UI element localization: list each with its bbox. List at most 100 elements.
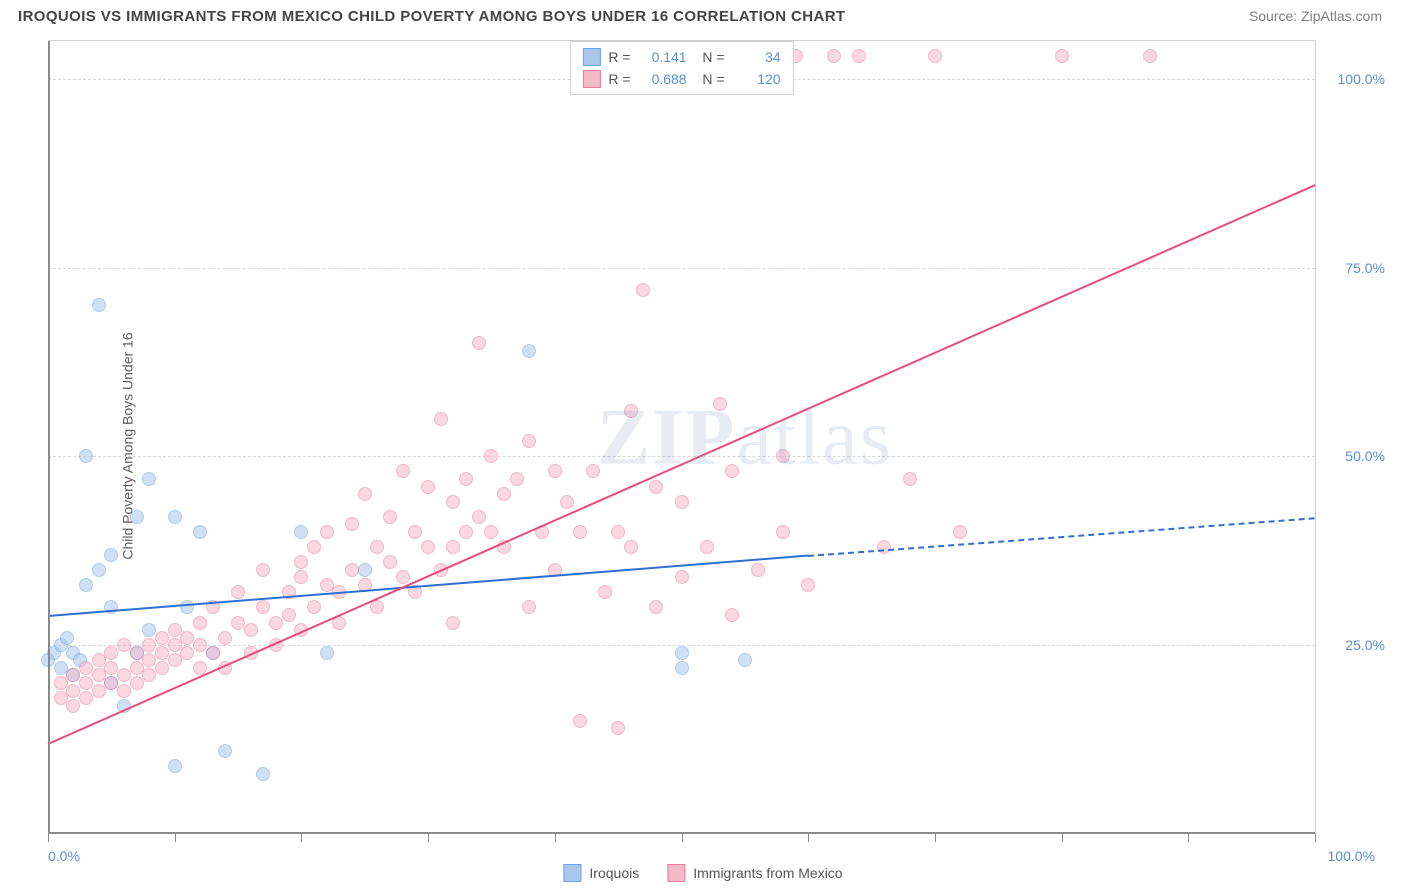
legend-label: Iroquois: [589, 865, 639, 881]
scatter-point: [66, 699, 80, 713]
scatter-point: [446, 616, 460, 630]
legend-swatch: [582, 48, 600, 66]
scatter-point: [472, 510, 486, 524]
scatter-point: [675, 570, 689, 584]
scatter-point: [79, 449, 93, 463]
scatter-point: [92, 684, 106, 698]
scatter-point: [358, 563, 372, 577]
legend-item: Immigrants from Mexico: [667, 864, 842, 882]
scatter-point: [370, 540, 384, 554]
scatter-point: [307, 600, 321, 614]
scatter-point: [522, 344, 536, 358]
scatter-point: [282, 608, 296, 622]
scatter-point: [928, 49, 942, 63]
scatter-point: [345, 517, 359, 531]
scatter-point: [725, 608, 739, 622]
scatter-point: [446, 495, 460, 509]
y-axis-line: [48, 41, 50, 834]
scatter-point: [611, 525, 625, 539]
scatter-point: [155, 661, 169, 675]
stat-n-value: 34: [733, 46, 781, 68]
scatter-point: [497, 487, 511, 501]
x-tick: [1315, 834, 1316, 842]
scatter-point: [117, 684, 131, 698]
scatter-point: [675, 661, 689, 675]
scatter-point: [459, 525, 473, 539]
scatter-point: [320, 525, 334, 539]
scatter-point: [434, 412, 448, 426]
chart-title: IROQUOIS VS IMMIGRANTS FROM MEXICO CHILD…: [18, 8, 846, 25]
scatter-point: [852, 49, 866, 63]
stat-n-value: 120: [733, 68, 781, 90]
legend-swatch: [582, 70, 600, 88]
scatter-point: [383, 555, 397, 569]
scatter-point: [459, 472, 473, 486]
scatter-point: [953, 525, 967, 539]
y-tick-label: 75.0%: [1345, 260, 1385, 276]
scatter-point: [560, 495, 574, 509]
scatter-point: [358, 487, 372, 501]
scatter-point: [827, 49, 841, 63]
scatter-point: [548, 464, 562, 478]
scatter-point: [408, 525, 422, 539]
scatter-point: [193, 616, 207, 630]
scatter-point: [320, 646, 334, 660]
scatter-point: [611, 721, 625, 735]
correlation-legend: R =0.141 N =34R =0.688 N =120: [569, 41, 793, 95]
scatter-point: [294, 570, 308, 584]
scatter-point: [636, 283, 650, 297]
x-tick-label: 0.0%: [48, 848, 80, 864]
scatter-point: [92, 563, 106, 577]
source-label: Source: ZipAtlas.com: [1249, 8, 1382, 24]
legend-row: R =0.141 N =34: [582, 46, 780, 68]
scatter-point: [294, 525, 308, 539]
scatter-point: [624, 540, 638, 554]
scatter-point: [649, 600, 663, 614]
scatter-point: [776, 525, 790, 539]
scatter-point: [675, 646, 689, 660]
x-tick: [428, 834, 429, 842]
x-axis-line: [48, 832, 1315, 834]
scatter-point: [130, 510, 144, 524]
scatter-point: [586, 464, 600, 478]
scatter-point: [877, 540, 891, 554]
scatter-point: [370, 600, 384, 614]
stat-r-value: 0.141: [639, 46, 687, 68]
scatter-point: [421, 480, 435, 494]
scatter-point: [60, 631, 74, 645]
scatter-point: [725, 464, 739, 478]
scatter-point: [700, 540, 714, 554]
scatter-point: [446, 540, 460, 554]
scatter-point: [142, 472, 156, 486]
scatter-point: [675, 495, 689, 509]
legend-swatch: [667, 864, 685, 882]
scatter-point: [130, 676, 144, 690]
scatter-point: [1055, 49, 1069, 63]
legend-swatch: [563, 864, 581, 882]
y-tick-label: 100.0%: [1338, 71, 1385, 87]
scatter-point: [244, 623, 258, 637]
scatter-point: [180, 646, 194, 660]
legend-row: R =0.688 N =120: [582, 68, 780, 90]
scatter-point: [598, 585, 612, 599]
scatter-point: [218, 631, 232, 645]
scatter-point: [269, 616, 283, 630]
chart-plot-area: 25.0%50.0%75.0%100.0%0.0%100.0% ZIPatlas…: [48, 40, 1316, 834]
scatter-point: [624, 404, 638, 418]
scatter-point: [345, 563, 359, 577]
x-tick: [175, 834, 176, 842]
legend-item: Iroquois: [563, 864, 639, 882]
x-tick: [808, 834, 809, 842]
scatter-point: [218, 744, 232, 758]
scatter-point: [307, 540, 321, 554]
stat-n-label: N =: [695, 68, 725, 90]
x-tick: [555, 834, 556, 842]
stat-r-label: R =: [608, 46, 630, 68]
x-tick: [301, 834, 302, 842]
scatter-point: [776, 449, 790, 463]
x-tick: [1188, 834, 1189, 842]
scatter-point: [396, 570, 410, 584]
scatter-point: [104, 646, 118, 660]
scatter-point: [79, 691, 93, 705]
x-tick: [682, 834, 683, 842]
